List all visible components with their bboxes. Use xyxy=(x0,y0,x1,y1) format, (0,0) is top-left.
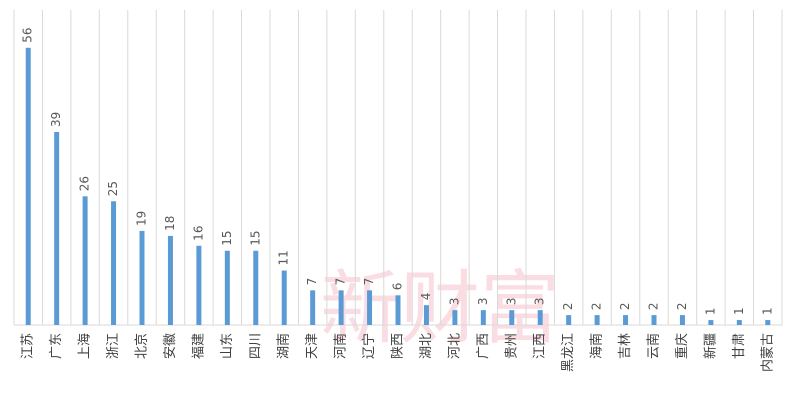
x-tick-label: 黑龙江 xyxy=(561,333,576,372)
bar xyxy=(537,310,543,325)
value-label: 1 xyxy=(732,307,746,315)
value-label: 56 xyxy=(21,28,35,43)
x-tick-label: 北京 xyxy=(135,333,150,359)
watermark: 新财富 xyxy=(320,262,560,355)
value-label: 25 xyxy=(106,181,120,196)
value-label: 16 xyxy=(191,226,205,241)
bar xyxy=(310,290,316,325)
value-label: 15 xyxy=(220,230,234,245)
value-label: 3 xyxy=(504,298,518,306)
bar xyxy=(480,310,486,325)
x-tick-label: 河南 xyxy=(333,333,349,359)
x-tick-label: 天津 xyxy=(305,333,320,359)
x-tick-label: 四川 xyxy=(248,333,263,359)
x-tick-label: 海南 xyxy=(589,333,605,359)
value-label: 2 xyxy=(675,302,689,310)
x-tick-label: 贵州 xyxy=(504,333,519,359)
value-label: 7 xyxy=(305,278,319,286)
value-label: 1 xyxy=(703,307,717,315)
bar xyxy=(281,270,287,325)
value-label: 2 xyxy=(590,302,604,310)
x-tick-label: 浙江 xyxy=(106,333,121,359)
value-label: 4 xyxy=(419,293,433,301)
x-tick-label: 吉林 xyxy=(618,333,633,359)
bar xyxy=(566,315,572,325)
bar xyxy=(708,320,714,325)
x-tick-label: 湖南 xyxy=(276,333,292,359)
value-label: 3 xyxy=(447,298,461,306)
value-label: 2 xyxy=(647,302,661,310)
bar xyxy=(395,295,401,325)
x-tick-label: 重庆 xyxy=(674,333,690,359)
bar xyxy=(338,290,344,325)
bar xyxy=(679,315,685,325)
x-tick-label: 江西 xyxy=(533,333,548,359)
value-label: 11 xyxy=(277,250,291,265)
value-label: 2 xyxy=(618,302,632,310)
value-label: 39 xyxy=(49,112,63,127)
value-label: 15 xyxy=(248,230,262,245)
bar xyxy=(253,250,259,325)
x-tick-label: 安徽 xyxy=(163,333,178,359)
x-tick-label: 云南 xyxy=(646,333,662,359)
x-tick-label: 辽宁 xyxy=(361,333,377,359)
x-tick-label: 陕西 xyxy=(391,333,406,359)
x-tick-label: 江苏 xyxy=(20,333,36,359)
bar xyxy=(139,230,145,325)
x-tick-label: 湖北 xyxy=(419,333,434,359)
value-label: 19 xyxy=(135,211,149,226)
x-tick-label: 上海 xyxy=(78,333,93,359)
bar xyxy=(54,131,60,325)
x-tick-label: 河北 xyxy=(447,333,462,359)
bar xyxy=(167,235,173,325)
value-label: 18 xyxy=(163,216,177,231)
value-label: 6 xyxy=(391,283,405,291)
value-label: 1 xyxy=(760,307,774,315)
bar xyxy=(651,315,657,325)
x-tick-label: 山东 xyxy=(220,333,235,359)
bar xyxy=(111,201,117,325)
x-tick-label: 广西 xyxy=(476,333,491,359)
bar xyxy=(82,196,88,325)
bar xyxy=(196,245,202,325)
bar xyxy=(736,320,742,325)
value-label: 7 xyxy=(334,278,348,286)
bar xyxy=(594,315,600,325)
x-tick-label: 新疆 xyxy=(702,333,718,359)
x-tick-label: 甘肃 xyxy=(732,333,747,359)
value-label: 7 xyxy=(362,278,376,286)
bar xyxy=(224,250,230,325)
bar xyxy=(509,310,515,325)
bar xyxy=(765,320,771,325)
x-tick-label: 福建 xyxy=(191,333,206,359)
x-tick-label: 广东 xyxy=(49,333,64,359)
value-label: 26 xyxy=(78,176,92,191)
value-label: 2 xyxy=(561,302,575,310)
value-label: 3 xyxy=(476,298,490,306)
bar xyxy=(623,315,629,325)
bar xyxy=(367,290,373,325)
bar xyxy=(423,305,429,325)
bar xyxy=(25,47,31,326)
bar xyxy=(452,310,458,325)
value-label: 3 xyxy=(533,298,547,306)
x-tick-label: 内蒙古 xyxy=(759,333,775,372)
